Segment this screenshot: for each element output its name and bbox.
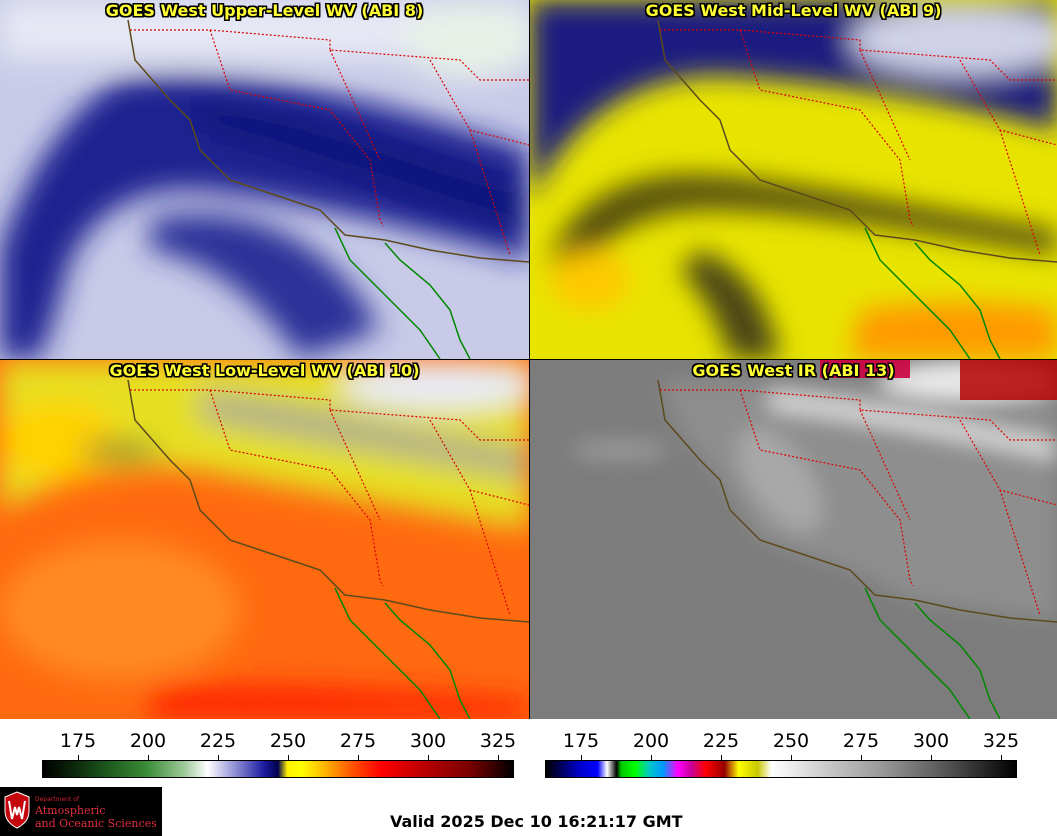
- wv-tick-mark: [358, 755, 359, 760]
- ir-panel: GOES West IR (ABI 13): [530, 360, 1057, 719]
- wv-tick-label: 200: [129, 730, 167, 752]
- upper-level-wv-panel: GOES West Upper-Level WV (ABI 8): [0, 0, 529, 359]
- ir-colorbar-ticks: 175 200 225 250 275 300 325: [545, 728, 1020, 760]
- logo-dept: Department of: [35, 796, 79, 803]
- wv-tick-label: 275: [339, 730, 377, 752]
- wv-tick-label: 250: [269, 730, 307, 752]
- wv-tick-mark: [288, 755, 289, 760]
- aos-logo: Department of Atmospheric and Oceanic Sc…: [0, 787, 162, 836]
- low-level-wv-image: [0, 360, 529, 719]
- ir-tick-mark: [721, 755, 722, 760]
- wv-tick-mark: [428, 755, 429, 760]
- ir-tick-label: 175: [562, 730, 600, 752]
- panel-title: GOES West IR (ABI 13): [692, 361, 895, 380]
- ir-tick-label: 325: [982, 730, 1020, 752]
- ir-tick-mark: [1001, 755, 1002, 760]
- ir-colorbar: [545, 760, 1017, 778]
- wv-tick-label: 225: [199, 730, 237, 752]
- low-level-wv-panel: GOES West Low-Level WV (ABI 10): [0, 360, 529, 719]
- panel-title: GOES West Low-Level WV (ABI 10): [109, 361, 420, 380]
- ir-tick-mark: [931, 755, 932, 760]
- panel-title: GOES West Mid-Level WV (ABI 9): [645, 1, 942, 20]
- ir-tick-mark: [791, 755, 792, 760]
- wv-colorbar-ticks: 175 200 225 250 275 300 325: [42, 728, 517, 760]
- ir-image: [530, 360, 1057, 719]
- ir-tick-label: 275: [842, 730, 880, 752]
- mid-level-wv-panel: GOES West Mid-Level WV (ABI 9): [530, 0, 1057, 359]
- panel-divider-horizontal: [0, 359, 1057, 360]
- ir-tick-label: 250: [772, 730, 810, 752]
- panel-title: GOES West Upper-Level WV (ABI 8): [105, 1, 424, 20]
- ir-tick-label: 300: [912, 730, 950, 752]
- valid-time: Valid 2025 Dec 10 16:21:17 GMT: [390, 812, 683, 831]
- logo-name-line2: and Oceanic Sciences: [35, 817, 157, 830]
- ir-tick-mark: [581, 755, 582, 760]
- ir-tick-mark: [861, 755, 862, 760]
- wv-colorbar: [42, 760, 514, 778]
- wv-tick-mark: [218, 755, 219, 760]
- wv-tick-label: 325: [479, 730, 517, 752]
- ir-tick-label: 200: [632, 730, 670, 752]
- wv-tick-mark: [148, 755, 149, 760]
- ir-tick-label: 225: [702, 730, 740, 752]
- wv-tick-mark: [498, 755, 499, 760]
- logo-name-line1: Atmospheric: [35, 804, 106, 817]
- ir-tick-mark: [651, 755, 652, 760]
- wv-tick-mark: [78, 755, 79, 760]
- uw-crest-icon: [4, 791, 30, 829]
- upper-level-wv-image: [0, 0, 529, 359]
- wv-tick-label: 300: [409, 730, 447, 752]
- mid-level-wv-image: [530, 0, 1057, 359]
- wv-tick-label: 175: [59, 730, 97, 752]
